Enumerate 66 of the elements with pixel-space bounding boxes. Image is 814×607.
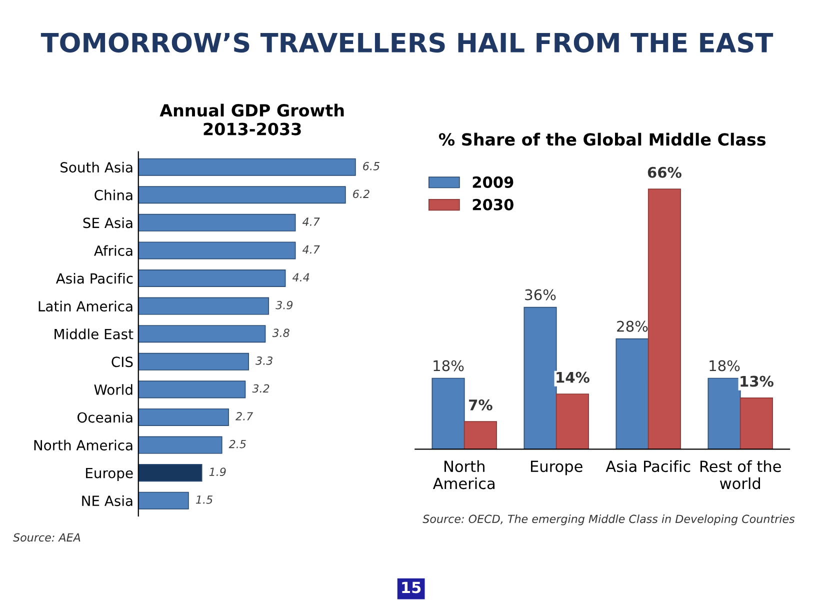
y-tick-label: World <box>94 384 132 395</box>
data-label: 1.9 <box>209 468 226 476</box>
y-tick-label: Asia Pacific <box>56 272 133 284</box>
bar <box>138 242 296 260</box>
y-tick-label: Latin America <box>38 300 132 312</box>
data-label: 3.2 <box>252 384 270 393</box>
data-label: 28% <box>617 320 648 332</box>
data-label: 14% <box>556 372 590 383</box>
source-note: Source: OECD, The emerging Middle Class in Developing Countries <box>422 514 795 526</box>
data-label: 4.7 <box>302 245 320 254</box>
data-label: 6.5 <box>363 162 380 170</box>
data-label: 6.2 <box>353 190 370 198</box>
bar <box>138 464 202 482</box>
x-tick-label: North America <box>432 460 494 490</box>
bar <box>138 297 270 315</box>
y-tick-label: CIS <box>112 356 133 368</box>
bar <box>138 158 356 176</box>
y-tick-label: North America <box>34 440 132 450</box>
data-label: 18% <box>710 360 740 372</box>
bar <box>138 436 222 454</box>
chart-title: Annual GDP Growth 2013-2033 <box>160 104 344 136</box>
x-tick-label: Asia Pacific <box>606 460 690 472</box>
legend-label: 2030 <box>472 198 514 210</box>
source-note: Source: AEA <box>13 533 80 542</box>
x-tick-label: Rest of the world <box>700 460 781 490</box>
bar <box>708 378 741 450</box>
bar <box>138 352 250 370</box>
bar <box>138 214 296 232</box>
legend-label: 2009 <box>472 176 514 188</box>
y-tick-label: SE Asia <box>83 217 132 228</box>
y-tick-label: South Asia <box>60 162 132 173</box>
data-label: 1.5 <box>196 496 212 504</box>
bar <box>464 421 497 450</box>
y-tick-label: Middle East <box>54 328 134 340</box>
bar <box>138 325 266 343</box>
bar <box>138 380 246 398</box>
text: TOMORROW’S TRAVELLERS HAIL FROM THE EAST <box>40 32 774 53</box>
chart-title: % Share of the Global Middle Class <box>438 132 766 146</box>
data-label: 66% <box>648 166 682 178</box>
bar <box>432 378 465 450</box>
bar <box>138 186 346 204</box>
y-tick-label: Oceania <box>78 412 132 423</box>
data-label: 7% <box>469 399 492 410</box>
data-label: 18% <box>434 360 464 372</box>
y-tick-label: Africa <box>94 245 132 256</box>
bar <box>138 408 229 426</box>
data-label: 3.9 <box>276 300 293 310</box>
data-label: 3.8 <box>272 328 290 338</box>
data-label: 4.4 <box>292 273 310 282</box>
bar <box>556 394 589 450</box>
bar <box>138 492 189 510</box>
data-label: 4.7 <box>302 218 320 226</box>
data-label: 2.5 <box>228 440 246 448</box>
y-tick-label: NE Asia <box>82 495 132 506</box>
data-label: 36% <box>525 289 556 300</box>
x-tick-label: Europe <box>531 460 582 476</box>
data-label: 13% <box>740 376 774 387</box>
bar <box>138 270 286 288</box>
bar <box>740 398 773 450</box>
bar <box>648 188 681 450</box>
data-label: 2.7 <box>236 412 254 420</box>
y-tick-label: China <box>94 190 132 200</box>
bar <box>616 338 649 450</box>
text: 15 <box>402 582 421 594</box>
bar <box>524 306 557 450</box>
data-label: 3.3 <box>256 356 272 365</box>
